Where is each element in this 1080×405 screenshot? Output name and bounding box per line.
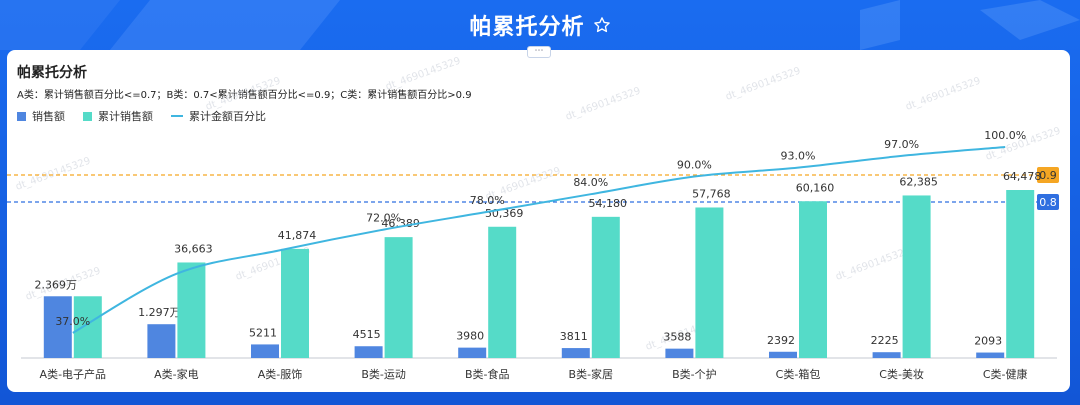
label-sales-9: 2093: [974, 335, 1002, 348]
bar-cumulative-8: [902, 195, 931, 358]
label-sales-2: 5211: [249, 326, 277, 339]
bar-cumulative-4: [488, 226, 517, 358]
bar-sales-9: [976, 352, 1005, 358]
legend-label-percent: 累计金额百分比: [189, 110, 266, 123]
label-sales-1: 1.297万: [138, 306, 181, 319]
x-tick-label-4: B类-食品: [465, 367, 510, 381]
label-cumulative-1: 36,663: [174, 242, 213, 255]
watermark-text: dt_4690145329: [834, 245, 912, 282]
x-tick-label-1: A类-家电: [154, 367, 199, 381]
bar-sales-5: [561, 348, 590, 358]
label-sales-0: 2.369万: [35, 278, 78, 291]
chart-title: 帕累托分析: [17, 65, 87, 81]
label-sales-6: 3588: [663, 331, 691, 344]
label-percent-8: 97.0%: [884, 138, 919, 151]
label-cumulative-5: 54,180: [589, 197, 628, 210]
label-cumulative-3: 46,389: [381, 217, 420, 230]
watermark-text: dt_4690145329: [384, 55, 462, 92]
watermark-text: dt_4690145329: [204, 75, 282, 112]
x-tick-label-5: B类-家居: [569, 367, 614, 381]
bar-sales-2: [251, 344, 279, 358]
bar-cumulative-0: [73, 296, 102, 358]
bar-sales-3: [354, 346, 383, 358]
label-sales-3: 4515: [353, 328, 381, 341]
bar-cumulative-2: [281, 248, 309, 358]
label-sales-4: 3980: [456, 330, 484, 343]
legend-item-cumulative[interactable]: 累计销售额: [83, 108, 153, 124]
label-cumulative-9: 64,478: [1003, 170, 1042, 183]
label-sales-8: 2225: [871, 334, 899, 347]
label-percent-4: 78.0%: [470, 194, 505, 207]
label-cumulative-2: 41,874: [278, 229, 317, 242]
pareto-chart: dt_4690145329dt_4690145329dt_4690145329d…: [7, 55, 1062, 381]
label-percent-7: 93.0%: [781, 150, 816, 163]
label-sales-7: 2392: [767, 334, 795, 347]
chart-card: 帕累托分析 A类：累计销售额百分比<=0.7；B类：0.7<累计销售额百分比<=…: [7, 50, 1070, 392]
star-icon[interactable]: [593, 16, 611, 34]
legend: 销售额 累计销售额 累计金额百分比: [17, 108, 266, 124]
label-cumulative-8: 62,385: [899, 175, 938, 188]
label-percent-6: 90.0%: [677, 159, 712, 172]
x-tick-label-2: A类-服饰: [258, 367, 303, 381]
legend-swatch-percent: [171, 115, 183, 117]
watermark-text: dt_4690145329: [904, 75, 982, 112]
legend-item-sales[interactable]: 销售额: [17, 108, 65, 124]
bar-cumulative-1: [177, 262, 206, 358]
reference-label-bg-0.9: [1037, 167, 1059, 183]
bar-cumulative-7: [799, 201, 827, 358]
legend-item-percent[interactable]: 累计金额百分比: [171, 108, 266, 124]
reference-label-bg-0.8: [1037, 194, 1059, 210]
decor-shape-right: [860, 0, 1080, 50]
bar-cumulative-3: [384, 237, 413, 358]
label-percent-3: 72.0%: [366, 212, 401, 225]
header: 帕累托分析: [0, 0, 1080, 50]
label-cumulative-6: 57,768: [692, 187, 731, 200]
legend-swatch-sales: [17, 111, 26, 121]
label-percent-0: 37.0%: [55, 315, 90, 328]
bar-sales-6: [665, 348, 694, 358]
x-tick-label-0: A类-电子产品: [40, 367, 107, 381]
bar-sales-0: [43, 296, 72, 358]
watermark-text: dt_4690145329: [724, 65, 802, 102]
label-cumulative-7: 60,160: [796, 181, 835, 194]
x-tick-label-3: B类-运动: [361, 367, 406, 381]
bar-sales-1: [147, 324, 176, 358]
x-tick-label-6: B类-个护: [672, 367, 717, 381]
page-title: 帕累托分析: [469, 15, 585, 40]
legend-label-cumulative: 累计销售额: [98, 110, 153, 123]
bar-sales-7: [769, 351, 797, 358]
bar-cumulative-9: [1006, 190, 1035, 358]
bar-cumulative-5: [591, 216, 620, 358]
watermark-text: dt_4690145329: [564, 85, 642, 122]
legend-swatch-cumulative: [83, 111, 92, 121]
bar-sales-8: [872, 352, 901, 358]
x-tick-label-8: C类-美妆: [879, 367, 924, 381]
label-percent-9: 100.0%: [984, 129, 1026, 142]
bar-cumulative-6: [695, 207, 724, 358]
line-cumulative-percent: [72, 146, 1006, 334]
label-sales-5: 3811: [560, 330, 588, 343]
reference-label-0.8: 0.8: [1039, 196, 1057, 209]
x-tick-label-9: C类-健康: [983, 367, 1028, 381]
decor-shape-left: [0, 0, 340, 50]
reference-label-0.9: 0.9: [1039, 169, 1057, 182]
x-tick-label-7: C类-箱包: [776, 367, 821, 381]
bar-sales-4: [458, 347, 487, 358]
label-percent-5: 84.0%: [573, 176, 608, 189]
legend-label-sales: 销售额: [32, 110, 65, 123]
watermark-text: dt_4690145329: [14, 155, 92, 192]
chart-subtitle: A类：累计销售额百分比<=0.7；B类：0.7<累计销售额百分比<=0.9；C类…: [17, 90, 472, 101]
drag-handle[interactable]: ⋯: [527, 46, 551, 58]
